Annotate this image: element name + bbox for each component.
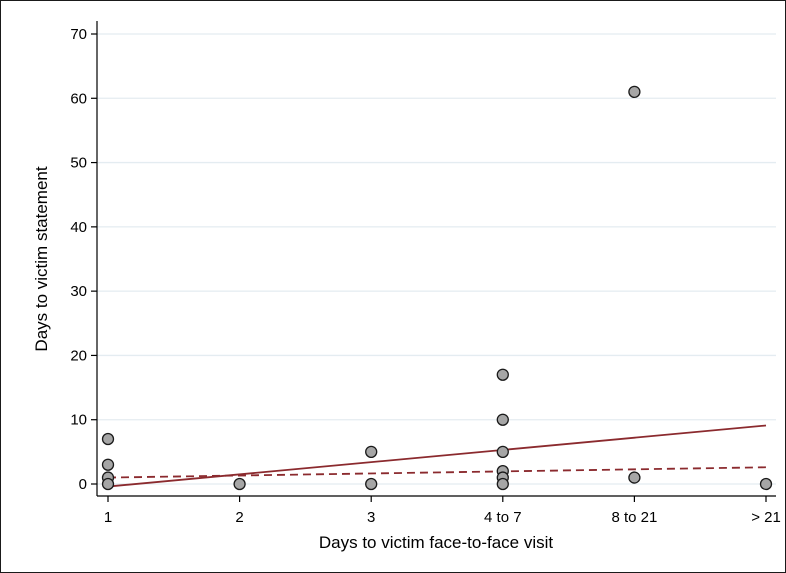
data-point-7 bbox=[496, 368, 509, 381]
data-point-5 bbox=[365, 445, 378, 459]
x-axis-title: Days to victim face-to-face visit bbox=[319, 533, 554, 552]
data-point-6 bbox=[365, 477, 378, 491]
x-tick-label-1: 2 bbox=[235, 509, 243, 526]
x-tick-label-3: 4 to 7 bbox=[484, 509, 522, 526]
axes bbox=[96, 21, 776, 497]
x-tick-label-5: > 21 bbox=[751, 509, 781, 526]
data-point-4 bbox=[233, 477, 246, 491]
solid-fit-line bbox=[107, 424, 767, 488]
data-point-15 bbox=[759, 477, 773, 491]
data-point-9 bbox=[496, 445, 509, 459]
data-point-12 bbox=[496, 477, 509, 491]
y-tick-label-1: 10 bbox=[70, 412, 87, 429]
data-point-0 bbox=[101, 432, 115, 446]
x-tick-label-4: 8 to 21 bbox=[611, 509, 657, 526]
data-points bbox=[101, 85, 773, 491]
data-point-1 bbox=[101, 458, 115, 471]
y-tick-label-6: 60 bbox=[70, 90, 87, 107]
x-tick-label-0: 1 bbox=[104, 509, 112, 526]
data-point-14 bbox=[628, 471, 641, 484]
y-tick-label-4: 40 bbox=[70, 219, 87, 236]
dashed-fit-line bbox=[107, 466, 767, 479]
y-tick-label-7: 70 bbox=[70, 26, 87, 43]
x-ticks: 1 2 3 4 to 7 8 to 21 > 21 bbox=[104, 496, 781, 526]
y-tick-label-3: 30 bbox=[70, 283, 87, 300]
data-point-8 bbox=[496, 413, 509, 426]
y-axis-title: Days to victim statement bbox=[32, 166, 51, 351]
y-ticks: 0 10 20 30 40 50 60 70 bbox=[70, 26, 97, 493]
fit-lines bbox=[107, 424, 767, 488]
data-point-13 bbox=[628, 85, 641, 99]
data-point-3 bbox=[101, 477, 115, 491]
y-tick-label-5: 50 bbox=[70, 155, 87, 172]
y-tick-label-0: 0 bbox=[79, 476, 87, 493]
y-tick-label-2: 20 bbox=[70, 347, 87, 364]
grid-layer bbox=[97, 33, 776, 485]
x-tick-label-2: 3 bbox=[367, 509, 375, 526]
